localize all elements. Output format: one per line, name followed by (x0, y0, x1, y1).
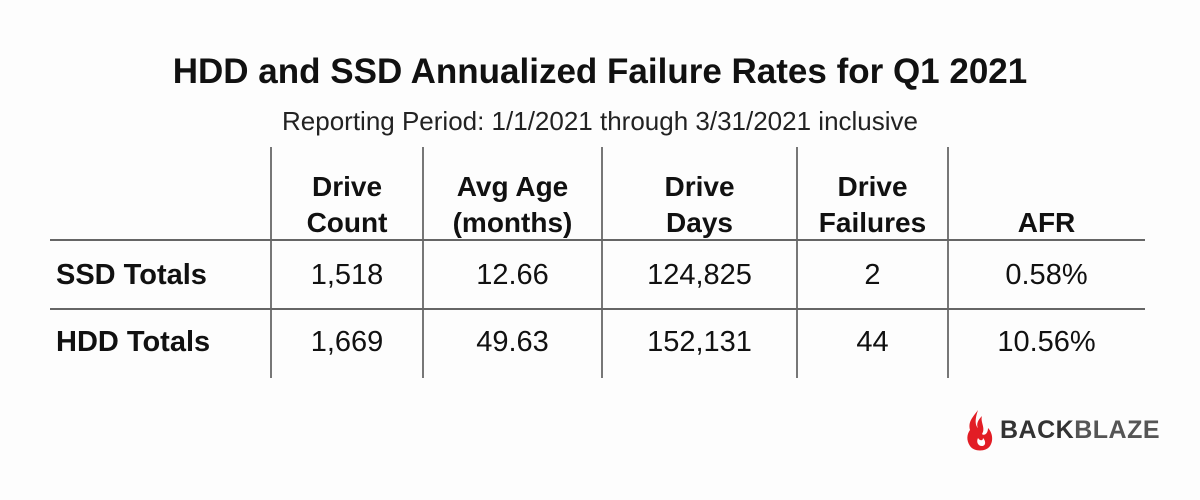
column-header (50, 157, 271, 241)
column-divider (422, 147, 424, 378)
row-label: SSD Totals (56, 258, 207, 291)
table-cell: 2 (864, 258, 881, 291)
failure-rates-table: Drive Count Avg Age (months) Drive Days Drive F… (50, 147, 1145, 378)
table-cell: 10.56% (997, 325, 1096, 358)
column-header-line2: AFR (1017, 207, 1076, 238)
column-header-line2: Failures (818, 207, 927, 238)
table-cell: 152,131 (647, 325, 752, 358)
row-label: HDD Totals (56, 325, 211, 358)
table-cell: 44 (856, 325, 889, 358)
chart-title: HDD and SSD Annualized Failure Rates for… (172, 52, 1028, 91)
table-cell: 0.58% (1005, 258, 1088, 291)
column-header: Avg Age (months) (423, 157, 602, 241)
column-header: Drive Days (602, 157, 797, 241)
column-header-line2: Days (666, 207, 733, 238)
table-cell: 49.63 (476, 325, 549, 358)
header-divider (50, 239, 1145, 241)
logo-text: BACKBLAZE (1000, 416, 1160, 445)
column-divider (796, 147, 798, 378)
table-cell: 12.66 (476, 258, 549, 291)
table-cell: 124,825 (647, 258, 752, 291)
backblaze-logo: BACKBLAZE (966, 408, 1160, 452)
column-divider (270, 147, 272, 378)
column-header-line2: (months) (452, 207, 573, 238)
flame-icon (967, 410, 993, 451)
column-divider (947, 147, 949, 378)
column-header: Drive Failures (797, 157, 948, 241)
column-divider (601, 147, 603, 378)
logo-text-blaze: BLAZE (1074, 415, 1161, 444)
column-header-line1: Drive (311, 171, 383, 202)
chart-subtitle: Reporting Period: 1/1/2021 through 3/31/… (282, 106, 918, 136)
column-header-line1: Drive (664, 171, 735, 202)
column-header: Drive Count (271, 157, 423, 241)
row-divider (50, 308, 1145, 310)
column-header-line1: Avg Age (456, 171, 569, 202)
table-cell: 1,669 (310, 325, 384, 358)
column-header: AFR (948, 157, 1145, 241)
column-header-line1: Drive (837, 171, 908, 202)
logo-text-back: BACK (1000, 415, 1075, 444)
table-cell: 1,518 (310, 258, 384, 291)
column-header-line2: Count (306, 207, 388, 238)
